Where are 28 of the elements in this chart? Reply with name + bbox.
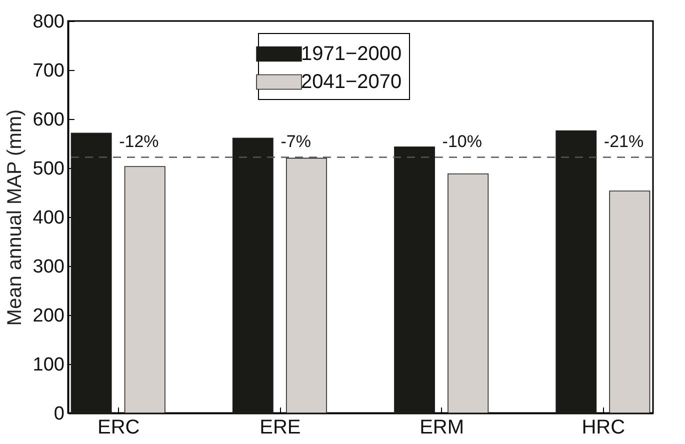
annotation: -12% <box>119 132 159 152</box>
annotation: -21% <box>604 132 644 152</box>
y-tick-label: 700 <box>32 60 64 82</box>
annotation: -10% <box>442 132 482 152</box>
y-tick-label: 800 <box>32 12 64 32</box>
x-tick-label: ERM <box>420 416 464 438</box>
y-tick-label: 0 <box>54 404 64 424</box>
bar <box>286 158 327 414</box>
x-tick-label: ERC <box>97 416 140 438</box>
annotation: -7% <box>280 132 311 152</box>
bar <box>232 138 274 414</box>
y-tick-label: 500 <box>32 158 64 180</box>
y-tick-label: 200 <box>32 306 64 326</box>
bar <box>448 173 489 414</box>
bar <box>70 132 112 414</box>
y-tick-label: 100 <box>32 354 64 376</box>
bar <box>394 146 436 414</box>
bar <box>124 166 166 414</box>
legend-label: 2041−2070 <box>301 71 402 93</box>
legend-label: 1971−2000 <box>301 43 402 65</box>
y-tick-label: 300 <box>32 256 64 278</box>
y-tick-label: 400 <box>32 208 64 228</box>
bar <box>556 130 597 414</box>
x-tick-label: ERE <box>260 416 301 438</box>
bar <box>609 190 650 414</box>
y-axis-title: Mean annual MAP (mm) <box>4 109 26 326</box>
x-tick-label: HRC <box>582 416 626 438</box>
y-tick-label: 600 <box>32 110 64 130</box>
